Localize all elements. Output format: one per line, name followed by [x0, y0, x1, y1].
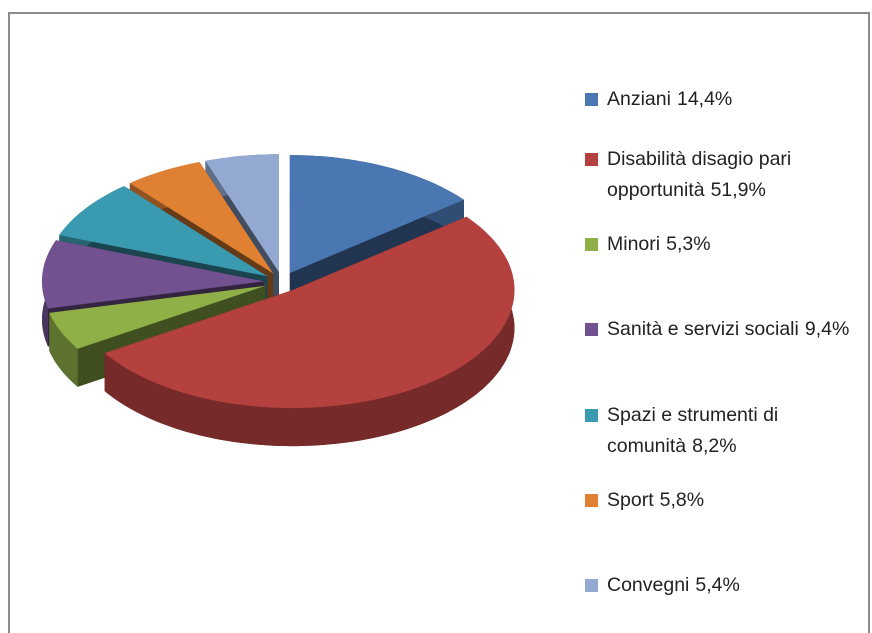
legend-swatch — [585, 153, 598, 166]
legend-entry: Sport 5,8% — [585, 485, 870, 516]
legend-label: Minori — [607, 233, 661, 255]
legend-value: 51,9% — [710, 179, 766, 201]
legend-entry: Minori 5,3% — [585, 229, 870, 260]
legend-value: 8,2% — [692, 435, 737, 457]
legend-entry: Disabilità disagio pari opportunità 51,9% — [585, 144, 870, 206]
slice — [129, 162, 274, 274]
slice-side — [49, 312, 78, 387]
slice — [205, 154, 279, 273]
slice — [59, 186, 268, 277]
legend-value: 9,4% — [804, 318, 850, 340]
slice — [104, 216, 515, 409]
legend-label: Convegni — [607, 574, 690, 596]
legend-swatch — [585, 93, 598, 106]
legend-label: Sanità e servizi sociali — [607, 318, 799, 340]
chart-frame — [8, 12, 870, 633]
legend-label: Spazi e strumenti di comunità — [607, 404, 779, 457]
legend-swatch — [585, 238, 598, 251]
legend-entry: Convegni 5,4% — [585, 570, 870, 601]
legend-label: Sport — [607, 489, 654, 511]
legend-swatch — [585, 579, 598, 592]
legend-entry: Spazi e strumenti di comunità 8,2% — [585, 400, 870, 462]
legend-label: Anziani — [607, 88, 671, 110]
legend-value: 14,4% — [676, 88, 733, 110]
slice — [42, 240, 264, 309]
slice — [49, 285, 266, 349]
legend-swatch — [585, 409, 598, 422]
slice — [289, 155, 464, 274]
legend-value: 5,3% — [666, 233, 711, 255]
legend-swatch — [585, 494, 598, 507]
legend-swatch — [585, 323, 598, 336]
legend-entry: Sanità e servizi sociali 9,4% — [585, 314, 870, 345]
legend-entry: Anziani 14,4% — [585, 84, 870, 115]
legend-label: Disabilità disagio pari opportunità — [607, 148, 792, 201]
legend-value: 5,8% — [659, 489, 705, 511]
legend-value: 5,4% — [695, 574, 740, 596]
